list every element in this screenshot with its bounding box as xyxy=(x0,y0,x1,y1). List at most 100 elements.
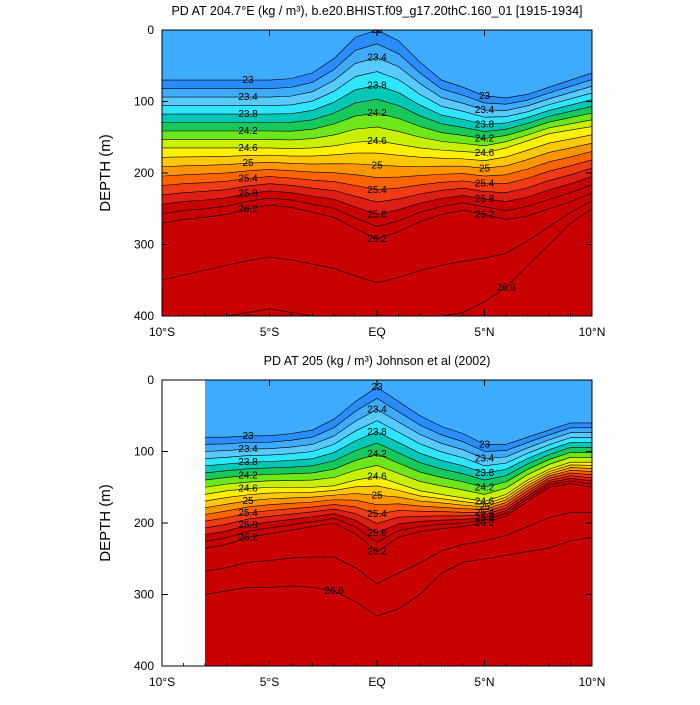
contour-label: 23 xyxy=(479,91,491,102)
x-tick-label: 10°S xyxy=(149,325,175,339)
isopycnal-24 xyxy=(162,98,592,132)
x-tick-label: 5°S xyxy=(260,325,279,339)
isopycnal-24.2 xyxy=(162,112,592,139)
density-band-26.4 xyxy=(162,200,592,316)
x-tick-label: EQ xyxy=(368,325,385,339)
isopycnal-25.4 xyxy=(204,472,592,522)
isopycnal-25.6 xyxy=(162,167,592,203)
isopycnal-23 xyxy=(162,30,592,99)
bottom-panel-axes: 10°S 5°S EQ 5°N 10°N 0 100 200 300 400 xyxy=(134,373,605,689)
isopycnal-25 xyxy=(162,142,592,169)
y-tick-label: 100 xyxy=(134,445,154,459)
contour-label: 25.8 xyxy=(238,189,258,200)
y-tick-label: 0 xyxy=(147,373,154,387)
top-panel-axes: 10°S 5°S EQ 5°N 10°N 0 100 200 300 400 xyxy=(134,23,605,339)
contour-label: 23.4 xyxy=(238,92,258,103)
isopycnal-24.6 xyxy=(162,126,592,154)
contour-label: 24.6 xyxy=(367,472,387,483)
x-tick-label: EQ xyxy=(368,675,385,689)
contour-label: 26.2 xyxy=(367,234,387,245)
contour-label: 23.4 xyxy=(367,53,387,64)
isopycnal-26 xyxy=(162,184,592,227)
contour-label: 25 xyxy=(242,496,254,507)
contour-label: 23.4 xyxy=(238,444,258,455)
contour-label: 26.6 xyxy=(496,282,516,293)
bottom-panel-plot-area: 2323.423.824.224.62525.425.826.22323.423… xyxy=(204,380,592,666)
isopycnal-24.4 xyxy=(204,457,592,495)
isopycnal-25.2 xyxy=(204,469,592,515)
top-panel-title: PD AT 204.7°E (kg / m³), b.e20.BHIST.f09… xyxy=(171,4,582,18)
contour-label: 25.4 xyxy=(475,507,495,518)
contour-label: 25 xyxy=(479,502,491,513)
x-tick-label: 10°S xyxy=(149,675,175,689)
contour-label: 23.8 xyxy=(238,457,258,468)
isopycnal-26.6 xyxy=(225,208,592,316)
contour-label: 24.6 xyxy=(475,497,495,508)
contour-label: 26.6 xyxy=(324,586,344,597)
isopycnal-23.8 xyxy=(204,431,592,474)
isopycnal-23.6 xyxy=(162,71,592,118)
contour-label: 25.4 xyxy=(238,173,258,184)
y-tick-label: 400 xyxy=(134,659,154,673)
isopycnal-26.4 xyxy=(162,200,592,284)
bottom-panel: PD AT 205 (kg / m³) Johnson et al (2002)… xyxy=(97,354,605,689)
density-band-26.6 xyxy=(205,537,592,666)
top-panel: PD AT 204.7°E (kg / m³), b.e20.BHIST.f09… xyxy=(97,4,605,339)
isopycnal-25.8 xyxy=(204,478,592,535)
contour-label: 23.8 xyxy=(475,119,495,130)
contour-label: 26.2 xyxy=(475,209,495,220)
isopycnal-23.2 xyxy=(162,43,592,105)
x-tick-label: 5°N xyxy=(474,675,494,689)
contour-label: 23.8 xyxy=(367,427,387,438)
contour-label: 25.8 xyxy=(475,513,495,524)
contour-label: 26.2 xyxy=(238,204,258,215)
isopycnal-24 xyxy=(204,442,592,481)
contour-label: 24.6 xyxy=(238,143,258,154)
y-tick-label: 400 xyxy=(134,309,154,323)
isopycnal-25.4 xyxy=(162,159,592,191)
isopycnal-26.2 xyxy=(204,483,592,552)
contour-label: 25.4 xyxy=(367,185,387,196)
isopycnal-24.8 xyxy=(204,464,592,505)
contour-label: 25 xyxy=(371,160,383,171)
contour-label: 23.4 xyxy=(475,454,495,465)
contour-label: 24.6 xyxy=(475,148,495,159)
isopycnal-25.2 xyxy=(162,151,592,178)
isopycnal-26.6 xyxy=(204,537,592,617)
contour-label: 23.8 xyxy=(475,468,495,479)
contour-label: 25.4 xyxy=(238,508,258,519)
contour-label: 24.2 xyxy=(367,449,387,460)
contour-label: 25.4 xyxy=(367,509,387,520)
y-tick-label: 0 xyxy=(147,23,154,37)
contour-label: 26.2 xyxy=(367,547,387,558)
isopycnal-23.2 xyxy=(204,397,592,452)
bottom-panel-title: PD AT 205 (kg / m³) Johnson et al (2002) xyxy=(264,354,491,368)
contour-label: 25 xyxy=(479,163,491,174)
contour-label: 23 xyxy=(242,75,254,86)
contour-label: 23.4 xyxy=(475,105,495,116)
isopycnal-25.8 xyxy=(162,176,592,215)
contour-label: 26.2 xyxy=(238,532,258,543)
contour-label: 23.8 xyxy=(238,109,258,120)
bottom-panel-y-axis-label: DEPTH (m) xyxy=(97,484,114,562)
contour-label: 25.8 xyxy=(238,520,258,531)
contour-label: 25.4 xyxy=(475,179,495,190)
contour-label: 24.2 xyxy=(475,482,495,493)
x-tick-label: 5°N xyxy=(474,325,494,339)
contour-label: 25.8 xyxy=(475,194,495,205)
contour-label: 23 xyxy=(479,439,491,450)
density-band-26.6 xyxy=(226,208,592,316)
y-tick-label: 300 xyxy=(134,588,154,602)
top-panel-plot-area: 23 23.4 23.8 24.2 24.6 25 25.4 25.8 26.2 23 23.4 23… xyxy=(162,30,592,316)
y-tick-label: 100 xyxy=(134,95,154,109)
contour-label: 24.2 xyxy=(367,108,387,119)
isopycnal-23.8 xyxy=(162,85,592,125)
isopycnal-23.4 xyxy=(204,409,592,459)
x-tick-label: 5°S xyxy=(260,675,279,689)
contour-label: 24.6 xyxy=(238,484,258,495)
isopycnal-23.4 xyxy=(162,57,592,111)
isopycnal-26 xyxy=(204,480,592,543)
contour-label: 23.4 xyxy=(367,404,387,415)
contour-label: 23 xyxy=(242,431,254,442)
